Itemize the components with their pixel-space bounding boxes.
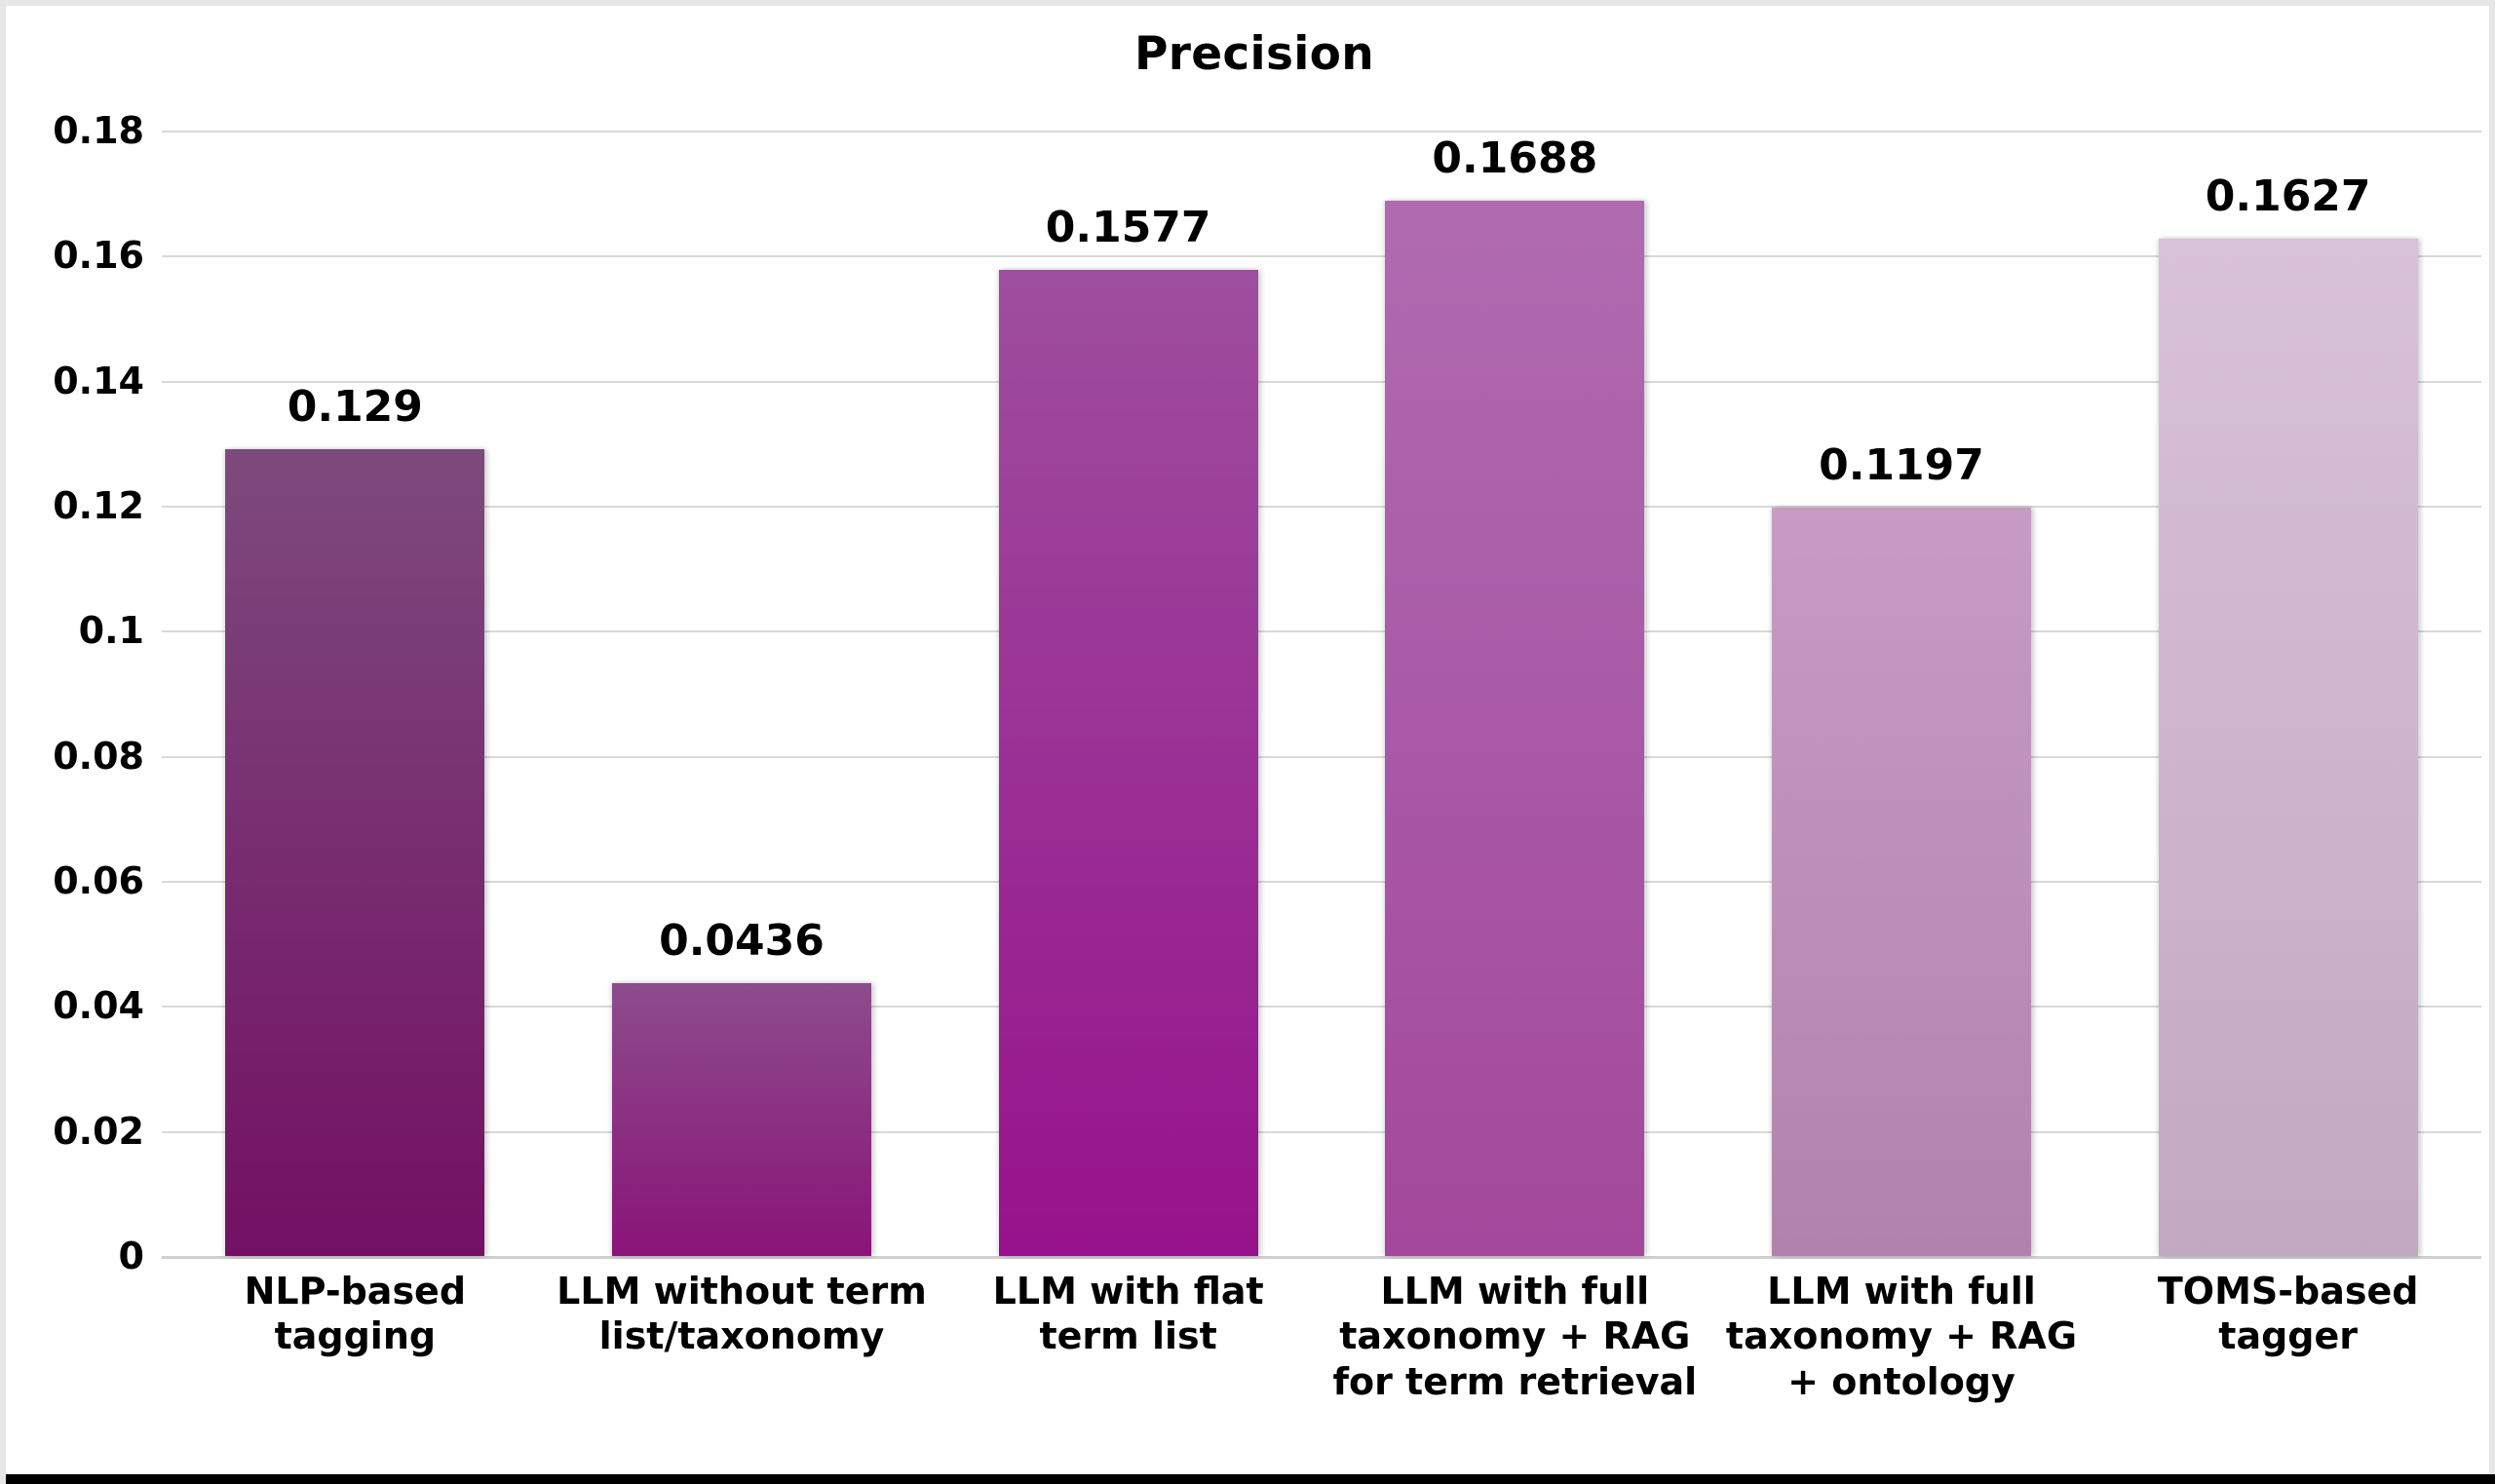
bar[interactable] — [1385, 200, 1645, 1256]
gridline — [162, 881, 2481, 883]
y-axis-tick-label: 0.04 — [53, 984, 144, 1028]
bar[interactable] — [2158, 239, 2418, 1256]
gridline — [162, 255, 2481, 258]
gridline — [162, 1256, 2481, 1259]
gridline — [162, 1130, 2481, 1133]
x-axis-category-labels: NLP-based tagging LLM without term list/t… — [162, 1269, 2481, 1464]
bar-series: 0.129 0.0436 0.1577 0.1688 0.1197 0.1627 — [162, 131, 2481, 1256]
y-axis-tick-label: 0.18 — [53, 109, 144, 152]
bar[interactable] — [998, 270, 1258, 1256]
gridline — [162, 755, 2481, 758]
gridline — [162, 1006, 2481, 1008]
gridline — [162, 630, 2481, 633]
x-axis-category-label: NLP-based tagging — [244, 1270, 467, 1358]
gridline — [162, 131, 2481, 133]
y-axis-tick-label: 0.14 — [53, 359, 144, 402]
gridline — [162, 506, 2481, 508]
y-axis-tick-label: 0.16 — [53, 234, 144, 278]
x-axis-category-label: TOMS-based tagger — [2157, 1270, 2419, 1358]
bar-slot: 0.1688 — [1385, 131, 1645, 1256]
bar-slot: 0.0436 — [612, 131, 871, 1256]
bar-value-label: 0.0436 — [659, 916, 825, 967]
y-axis-tick-label: 0.06 — [53, 859, 144, 902]
x-axis-category-label: LLM with full taxonomy + RAG + ontology — [1725, 1270, 2078, 1403]
chart-title: Precision — [1133, 27, 1374, 81]
bar-value-label: 0.1197 — [1819, 439, 1984, 490]
x-axis-category-label: LLM with flat term list — [992, 1270, 1264, 1358]
bottom-edge — [6, 1474, 2495, 1484]
y-axis-tick-label: 0.12 — [53, 484, 144, 527]
gridline — [162, 380, 2481, 383]
y-axis-tick-label: 0 — [118, 1235, 144, 1277]
bar-slot: 0.1197 — [1772, 131, 2031, 1256]
bar-value-label: 0.1577 — [1045, 203, 1211, 253]
bar-value-label: 0.1627 — [2205, 171, 2371, 222]
bar[interactable] — [1772, 507, 2031, 1256]
y-axis-tick-label: 0.08 — [53, 734, 144, 778]
bar[interactable] — [612, 983, 871, 1256]
plot-area: 0 0.02 0.04 0.06 0.08 0.1 0.12 0.14 0.16 0.18 0.1… — [53, 109, 2481, 1277]
x-axis-category-label: LLM with full taxonomy + RAG for term re… — [1332, 1270, 1698, 1403]
bar[interactable] — [225, 449, 485, 1256]
y-axis-tick-label: 0.1 — [78, 609, 144, 653]
bar-value-label: 0.129 — [287, 382, 423, 433]
bar-value-label: 0.1688 — [1432, 133, 1598, 183]
x-axis-category-label: LLM without term list/taxonomy — [557, 1270, 927, 1358]
bar-slot: 0.129 — [225, 131, 485, 1256]
y-axis-tick-label: 0.02 — [53, 1109, 144, 1153]
bar-slot: 0.1627 — [2158, 131, 2418, 1256]
bar-slot: 0.1577 — [998, 131, 1258, 1256]
